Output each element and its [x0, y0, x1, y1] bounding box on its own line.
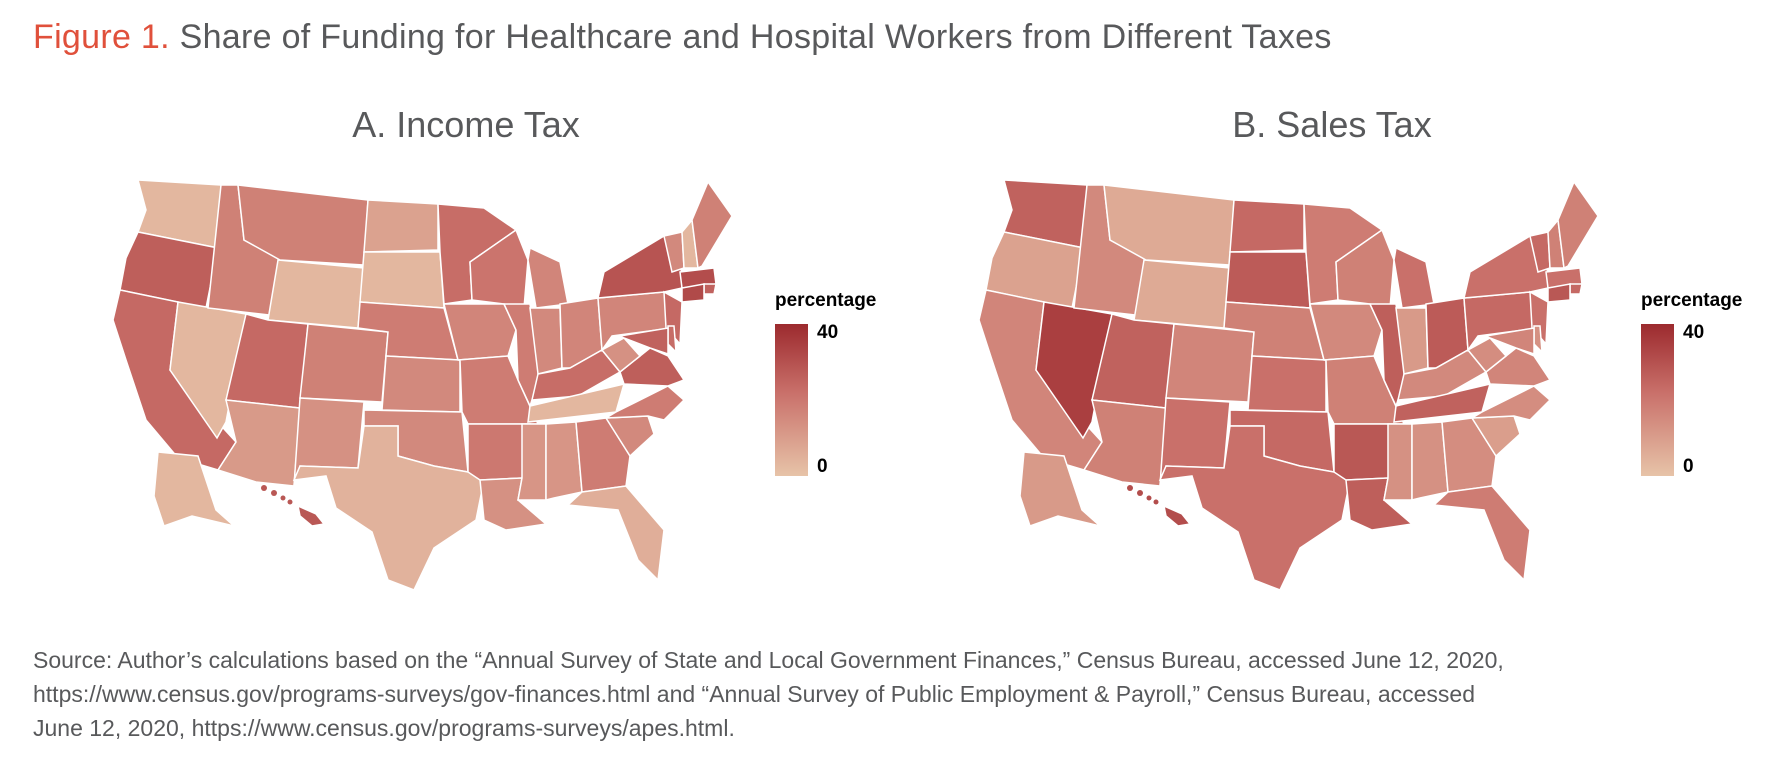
state-tx [1158, 425, 1351, 591]
state-al [1411, 421, 1449, 501]
state-ks [1247, 355, 1327, 413]
state-mi [1393, 246, 1435, 309]
state-fl [1432, 485, 1531, 582]
state-de [1533, 325, 1543, 354]
state-sd [359, 251, 445, 309]
state-co [1165, 323, 1255, 403]
map-income-tax [112, 180, 733, 591]
state-mt [237, 184, 369, 266]
state-ct [1547, 283, 1571, 303]
source-line: https://www.census.gov/programs-surveys/… [33, 681, 1475, 707]
source-line: June 12, 2020, https://www.census.gov/pr… [33, 715, 735, 741]
state-me [691, 180, 733, 270]
state-nd [363, 199, 439, 253]
state-wy [267, 259, 365, 329]
state-ga [575, 417, 631, 493]
state-ak [153, 451, 235, 527]
state-nj [663, 290, 683, 346]
state-nj [1529, 290, 1549, 346]
state-ms [1383, 423, 1413, 501]
state-me [1557, 180, 1599, 270]
state-wy [1133, 259, 1231, 329]
state-md [617, 327, 669, 356]
panel-b-title: B. Sales Tax [1232, 104, 1432, 145]
legend-min-label: 0 [817, 456, 828, 477]
state-ak [1019, 451, 1101, 527]
state-sd [1225, 251, 1311, 309]
state-hi-island [1146, 495, 1152, 501]
state-nd [1229, 199, 1305, 253]
map-sales-tax [978, 180, 1599, 591]
figure-label: Figure 1. [33, 18, 170, 56]
legend-title: percentage [1641, 290, 1743, 311]
state-ri [1569, 283, 1583, 295]
state-ri [703, 283, 717, 295]
state-ks [381, 355, 461, 413]
state-wv [1466, 337, 1508, 374]
state-co [299, 323, 389, 403]
legend-title: percentage [775, 290, 877, 311]
state-ia [1309, 303, 1383, 361]
state-hi-island [280, 495, 286, 501]
state-fl [566, 485, 665, 582]
state-mi [527, 246, 569, 309]
state-ar [1333, 423, 1397, 481]
legend-color-ramp [775, 324, 808, 476]
state-al [545, 421, 583, 501]
panel-a-title: A. Income Tax [352, 104, 580, 145]
state-hi-island [287, 499, 293, 505]
state-ia [443, 303, 517, 361]
legend-max-label: 40 [1683, 322, 1705, 343]
state-tx [292, 425, 485, 591]
state-hi [296, 504, 326, 527]
state-hi-island [261, 485, 267, 491]
source-note: Source: Author’s calculations based on t… [33, 643, 1753, 745]
state-de [667, 325, 677, 354]
state-hi-island [1153, 499, 1159, 505]
state-hi [1162, 504, 1192, 527]
state-hi-island [271, 490, 277, 496]
source-line: Source: Author’s calculations based on t… [33, 647, 1504, 673]
state-md [1483, 327, 1535, 356]
legend-max-label: 40 [817, 322, 839, 343]
state-ar [467, 423, 531, 481]
state-ga [1441, 417, 1497, 493]
figure-title: Figure 1. Share of Funding for Healthcar… [33, 18, 1332, 57]
legend-color-ramp [1641, 324, 1674, 476]
legend-sales-tax: percentage 40 0 [1641, 290, 1781, 500]
legend-income-tax: percentage 40 0 [775, 290, 915, 500]
figure-title-text: Share of Funding for Healthcare and Hosp… [179, 18, 1332, 56]
state-hi-island [1137, 490, 1143, 496]
legend-min-label: 0 [1683, 456, 1694, 477]
state-ct [681, 283, 705, 303]
state-ms [517, 423, 547, 501]
state-hi-island [1127, 485, 1133, 491]
state-mt [1103, 184, 1235, 266]
state-wv [600, 337, 642, 374]
